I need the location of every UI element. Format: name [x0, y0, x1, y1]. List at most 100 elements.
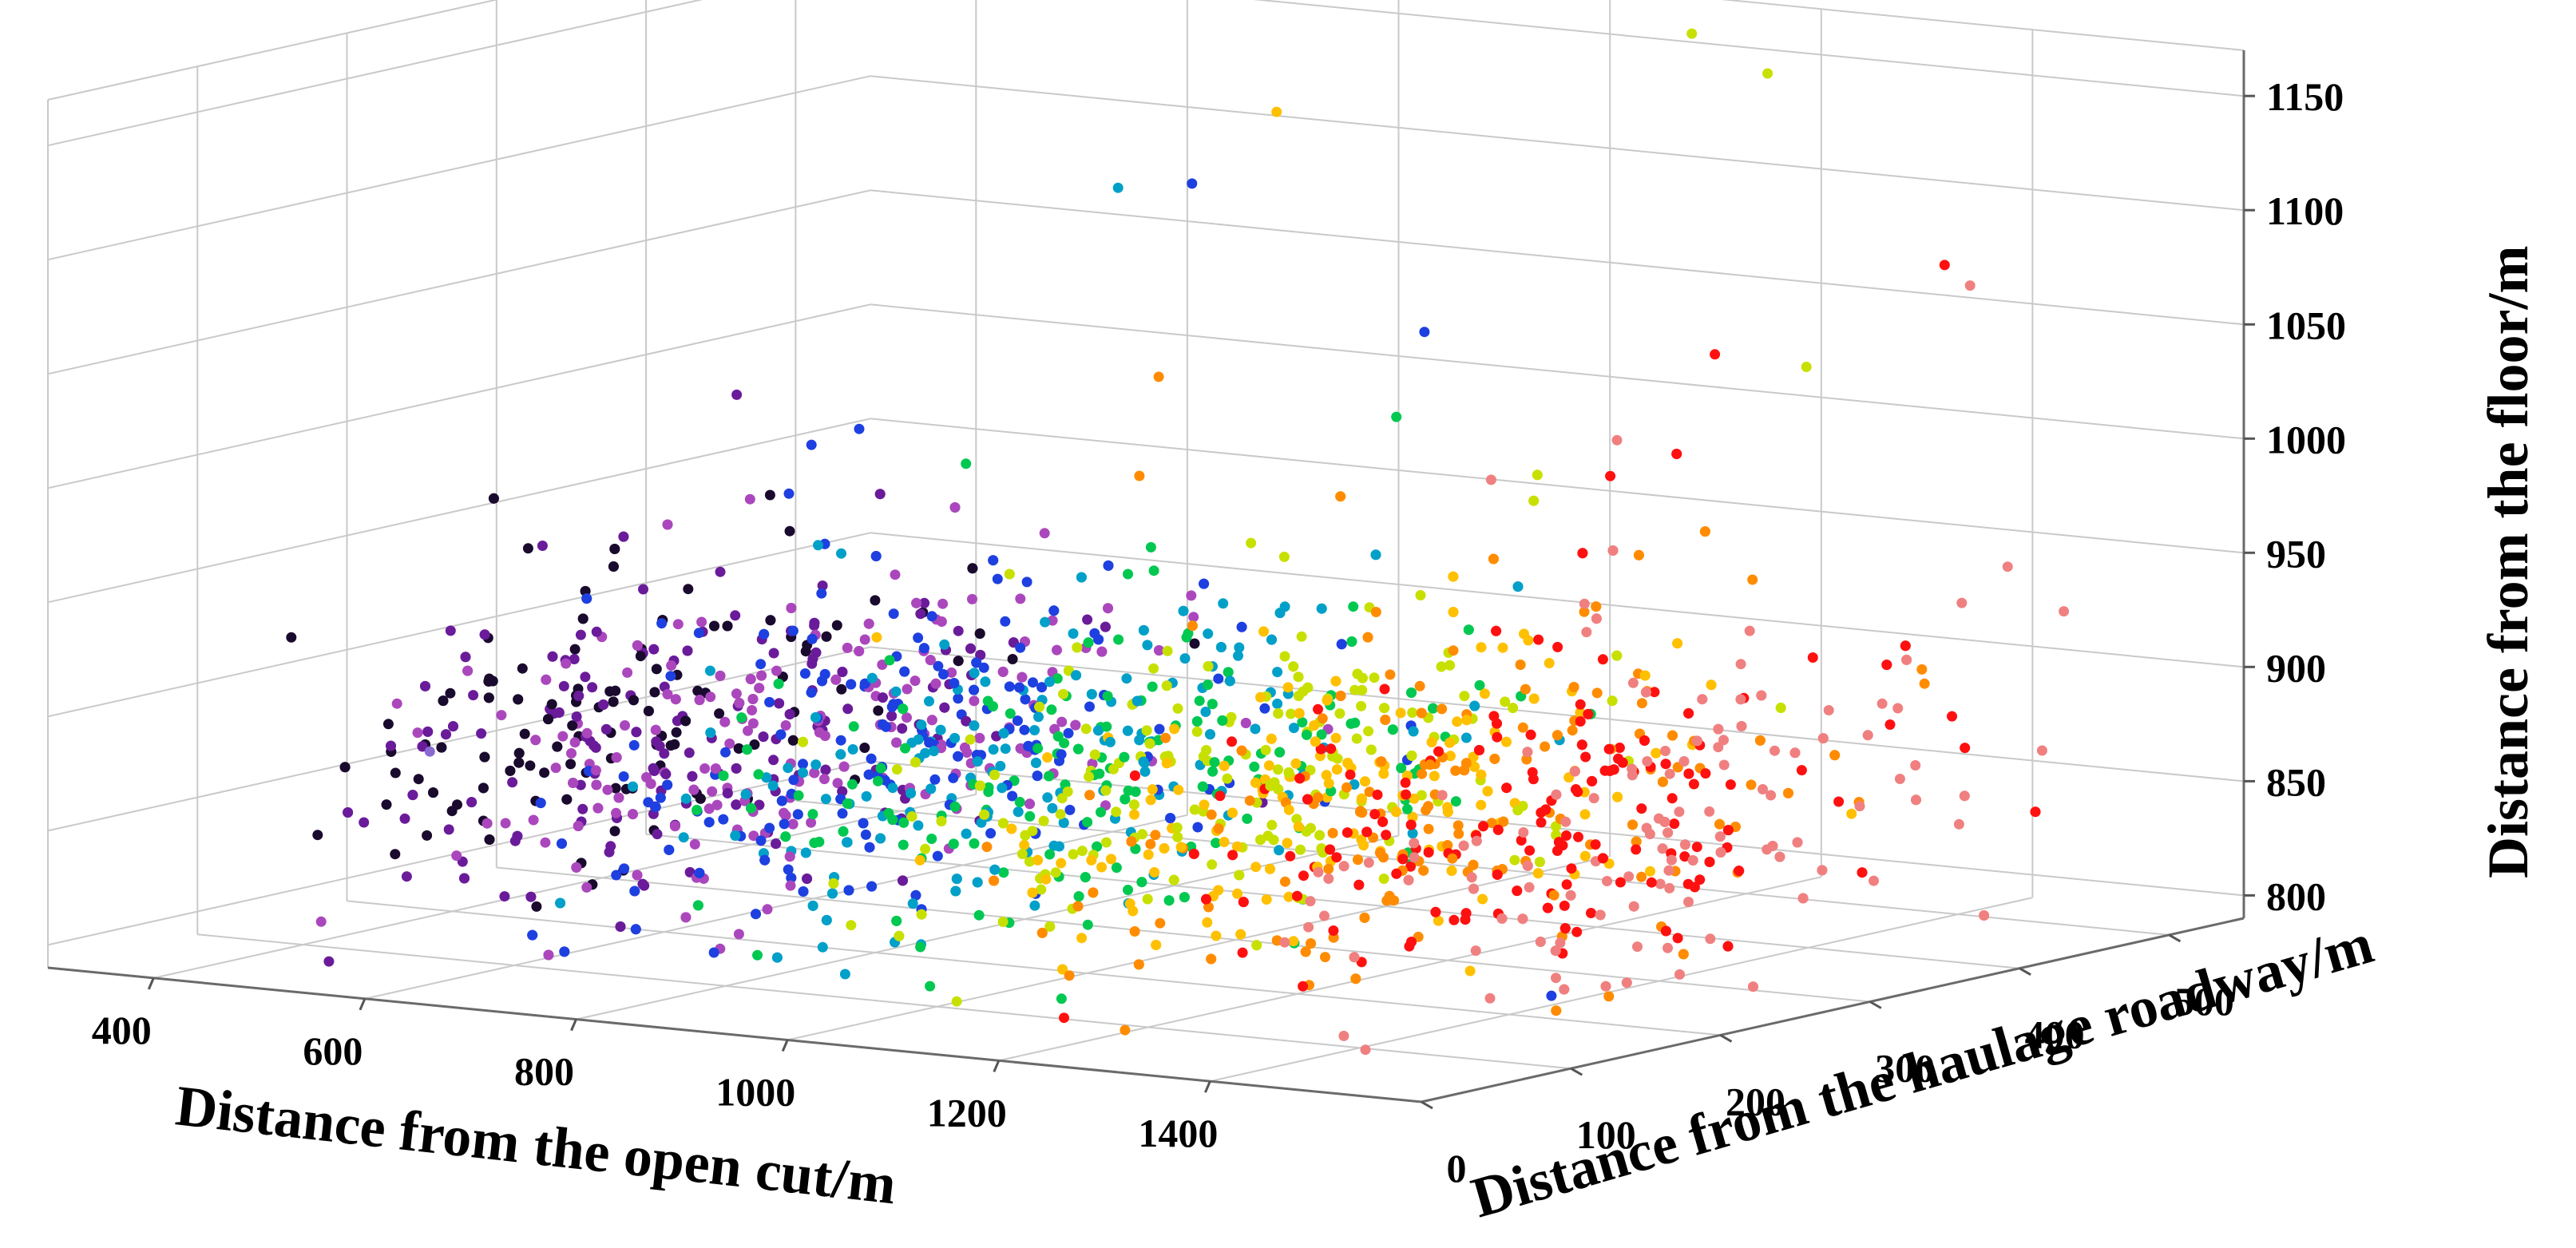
scatter-point [1385, 669, 1396, 680]
x-tick-label: 800 [514, 1049, 574, 1094]
scatter-point [1013, 806, 1024, 818]
scatter-point [1199, 799, 1210, 810]
scatter-point [672, 715, 683, 727]
scatter-point [747, 694, 759, 704]
scatter-point [1226, 711, 1237, 723]
scatter-point [1559, 923, 1571, 934]
scatter-point [1191, 716, 1203, 727]
scatter-point [1692, 735, 1702, 747]
scatter-point [965, 643, 976, 654]
scatter-point [902, 712, 912, 723]
scatter-point [1250, 777, 1261, 788]
scatter-point [1378, 852, 1389, 863]
scatter-point [1468, 751, 1479, 763]
scatter-point [1501, 782, 1512, 794]
scatter-point [1722, 825, 1734, 836]
scatter-point [569, 644, 581, 655]
scatter-point [1300, 946, 1311, 957]
scatter-point [1796, 765, 1807, 776]
scatter-point [581, 727, 592, 739]
scatter-point [1577, 548, 1588, 559]
grid-line [576, 834, 1399, 1020]
scatter-point [1370, 549, 1381, 561]
scatter-point [513, 757, 525, 768]
scatter-point [866, 881, 878, 892]
scatter-point [788, 775, 799, 786]
scatter-point [939, 702, 950, 713]
scatter-point [1442, 802, 1453, 813]
scatter-point [1261, 894, 1272, 905]
scatter-point [828, 878, 839, 889]
scatter-point [924, 737, 935, 748]
scatter-point [708, 947, 719, 958]
scatter-point [1101, 837, 1112, 848]
scatter-point [1064, 804, 1076, 815]
scatter-point [734, 698, 745, 708]
scatter-point [1561, 879, 1572, 890]
scatter-point [1320, 952, 1330, 963]
z-tick-label: 950 [2266, 531, 2326, 576]
scatter-point [953, 751, 964, 762]
scatter-point [761, 772, 772, 783]
scatter-point [1854, 801, 1865, 812]
scatter-point [1591, 687, 1603, 699]
scatter-point [631, 727, 642, 738]
scatter-point [946, 667, 957, 678]
scatter-point [1405, 861, 1416, 872]
scatter-point [1213, 673, 1224, 684]
scatter-point [1725, 779, 1736, 790]
scatter-point [1004, 569, 1015, 580]
scatter-point [519, 728, 530, 739]
scatter-point [1134, 470, 1145, 481]
scatter-point [1331, 764, 1342, 775]
scatter-point [988, 744, 999, 755]
scatter-point [925, 655, 936, 666]
scatter-point [914, 854, 925, 866]
scatter-point [1683, 707, 1694, 719]
scatter-point [1080, 872, 1091, 883]
scatter-point [1551, 821, 1562, 832]
scatter-point [1191, 726, 1203, 737]
scatter-point [613, 792, 624, 803]
scatter-point [1533, 634, 1544, 645]
scatter-point [969, 695, 980, 707]
scatter-point [1286, 708, 1296, 719]
scatter-point [1442, 840, 1453, 851]
scatter-point [913, 632, 924, 644]
scatter-point [568, 778, 579, 788]
scatter-point [1468, 859, 1479, 870]
scatter-point [806, 439, 817, 450]
scatter-point [1632, 941, 1643, 953]
scatter-point [1328, 925, 1339, 936]
scatter-point [1614, 743, 1625, 753]
scatter-point [1028, 677, 1038, 688]
scatter-point [878, 692, 888, 703]
scatter-point [688, 784, 699, 795]
scatter-point [1568, 682, 1579, 692]
scatter-point [1139, 766, 1151, 777]
scatter-point [870, 551, 882, 561]
scatter-point [1219, 760, 1230, 771]
scatter-point [890, 569, 901, 580]
scatter-point [412, 727, 423, 739]
scatter-point [890, 686, 902, 697]
scatter-point [1644, 829, 1655, 840]
scatter-point [1019, 724, 1030, 735]
scatter-point [1155, 917, 1166, 929]
scatter-point [1121, 673, 1132, 684]
scatter-point [1052, 644, 1062, 656]
x-tick-mark [1204, 1080, 1211, 1093]
z-tick-label: 1050 [2266, 303, 2346, 347]
scatter-point [1939, 260, 1950, 271]
scatter-point [1492, 824, 1504, 835]
scatter-point [1211, 838, 1222, 849]
scatter-point [875, 833, 886, 844]
scatter-point [2059, 606, 2070, 617]
scatter-point [1255, 834, 1266, 846]
scatter-point [1461, 715, 1472, 726]
scatter-point [1106, 854, 1116, 865]
scatter-point [884, 655, 895, 666]
scatter-point [540, 837, 551, 848]
scatter-point [1353, 854, 1363, 866]
scatter-point [1679, 839, 1690, 850]
